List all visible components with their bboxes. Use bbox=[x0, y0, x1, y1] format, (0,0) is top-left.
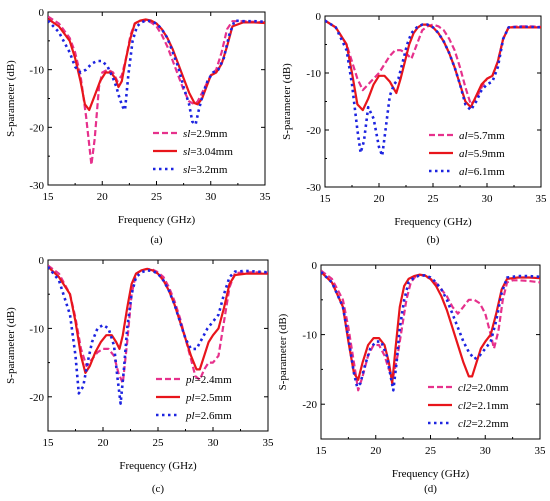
legend-label: sl=2.9mm bbox=[183, 128, 228, 140]
x-axis-title: Frequency (GHz) bbox=[394, 216, 472, 228]
chart-panel-c: 15 20 25 30 35 0 -10 -20 Frequency (GHz) S-parame… bbox=[5, 255, 274, 495]
x-tick-label: 25 bbox=[425, 445, 437, 457]
x-tick-label: 35 bbox=[535, 445, 547, 457]
x-tick-label: 20 bbox=[98, 437, 110, 449]
plot-frame bbox=[47, 259, 269, 432]
x-tick-label: 15 bbox=[43, 191, 55, 203]
x-tick-label: 20 bbox=[370, 445, 382, 457]
y-axis-title: S-parameter (dB) bbox=[5, 60, 17, 137]
x-tick-label: 25 bbox=[153, 437, 165, 449]
y-tick-label: -20 bbox=[29, 122, 44, 134]
x-tick-label: 30 bbox=[482, 193, 494, 205]
series-line-dashed bbox=[325, 19, 541, 106]
x-tick-label: 20 bbox=[97, 191, 109, 203]
x-tick-label: 30 bbox=[205, 191, 217, 203]
chart-panel-d: 15 20 25 30 35 0 -10 -20 Frequency (GHz) S-parame… bbox=[277, 260, 546, 495]
x-tick-label: 25 bbox=[151, 191, 163, 203]
x-axis-title: Frequency (GHz) bbox=[392, 468, 470, 480]
x-tick-label: 15 bbox=[43, 437, 55, 449]
x-tick-label: 30 bbox=[208, 437, 220, 449]
y-tick-label: -20 bbox=[29, 392, 44, 404]
y-axis-title: S-parameter (dB) bbox=[277, 313, 289, 390]
x-tick-label: 25 bbox=[428, 193, 440, 205]
x-tick-label: 15 bbox=[320, 193, 332, 205]
panel-caption: (a) bbox=[150, 234, 163, 246]
y-tick-label: -10 bbox=[29, 323, 44, 335]
y-tick-label: -10 bbox=[306, 68, 321, 80]
chart-panel-b: 15 20 25 30 35 0 -10 -20 -30 Frequency (GHz) S-par… bbox=[281, 11, 547, 246]
legend-label: al=5.9mm bbox=[459, 148, 505, 160]
legend-label: cl2=2.1mm bbox=[458, 400, 509, 412]
y-tick-label: 0 bbox=[39, 255, 45, 267]
y-axis-title: S-parameter (dB) bbox=[5, 307, 17, 384]
panel-caption: (d) bbox=[424, 483, 437, 495]
legend-label: pl=2.4mm bbox=[185, 374, 232, 386]
legend-label: al=6.1mm bbox=[459, 166, 505, 178]
x-tick-label: 35 bbox=[263, 437, 275, 449]
series-line-solid bbox=[48, 265, 268, 374]
y-tick-label: 0 bbox=[39, 7, 45, 19]
y-tick-label: 0 bbox=[312, 260, 318, 272]
series-line-dotted bbox=[321, 271, 540, 392]
y-tick-label: -20 bbox=[302, 399, 317, 411]
series-line-solid bbox=[48, 17, 265, 112]
legend-label: cl2=2.2mm bbox=[458, 418, 509, 430]
y-tick-label: -10 bbox=[29, 65, 44, 77]
x-tick-label: 35 bbox=[260, 191, 272, 203]
y-tick-label: -20 bbox=[306, 125, 321, 137]
legend-label: cl2=2.0mm bbox=[458, 382, 509, 394]
y-tick-label: -10 bbox=[302, 330, 317, 342]
series-line-dotted bbox=[48, 265, 268, 405]
legend-label: sl=3.04mm bbox=[183, 146, 233, 158]
legend-label: al=5.7mm bbox=[459, 130, 505, 142]
legend-label: pl=2.6mm bbox=[185, 410, 232, 422]
series-line-dashed bbox=[48, 264, 268, 385]
series-line-solid bbox=[325, 19, 541, 112]
series-line-dotted bbox=[48, 19, 265, 126]
x-tick-label: 35 bbox=[536, 193, 548, 205]
x-tick-label: 15 bbox=[316, 445, 328, 457]
panel-caption: (b) bbox=[427, 234, 440, 246]
x-tick-label: 20 bbox=[374, 193, 386, 205]
plot-frame bbox=[47, 11, 266, 186]
chart-panel-a: 15 20 25 30 35 0 -10 -20 -30 Frequency (GHz) S-par… bbox=[5, 7, 271, 246]
y-axis-title: S-parameter (dB) bbox=[281, 63, 293, 140]
y-tick-label: 0 bbox=[316, 11, 322, 23]
series-line-dotted bbox=[325, 19, 541, 157]
legend-label: pl=2.5mm bbox=[185, 392, 232, 404]
x-axis-title: Frequency (GHz) bbox=[118, 214, 196, 226]
series-line-dashed bbox=[48, 15, 265, 166]
y-tick-label: -30 bbox=[29, 180, 44, 192]
panel-caption: (c) bbox=[152, 483, 165, 495]
x-tick-label: 30 bbox=[480, 445, 492, 457]
plot-frame bbox=[320, 264, 541, 440]
legend-label: sl=3.2mm bbox=[183, 164, 228, 176]
y-tick-label: -30 bbox=[306, 182, 321, 194]
x-axis-title: Frequency (GHz) bbox=[119, 460, 197, 472]
